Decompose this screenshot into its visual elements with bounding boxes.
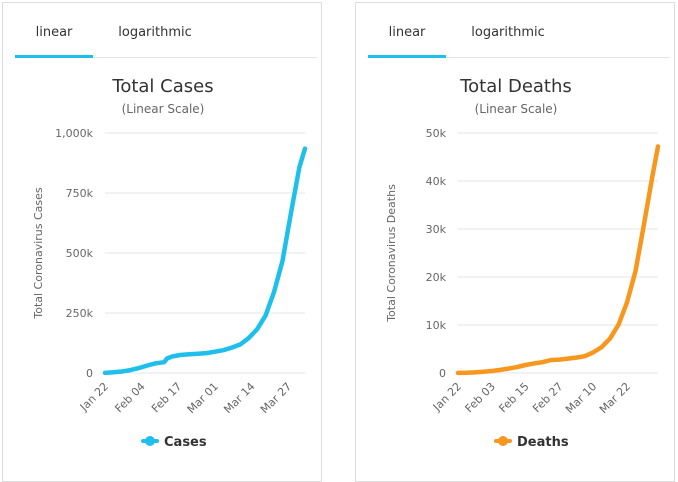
legend-label: Cases — [164, 435, 207, 450]
legend-label: Deaths — [517, 435, 569, 450]
x-tick-label: Mar 01 — [185, 380, 221, 416]
x-tick-label: Mar 22 — [597, 380, 633, 416]
scale-tabs: linear logarithmic — [368, 15, 670, 58]
y-tick-label: 750k — [66, 187, 94, 200]
y-axis-title: Total Coronavirus Cases — [32, 187, 45, 320]
y-tick-label: 1,000k — [55, 127, 93, 140]
series-line-deaths — [455, 144, 661, 376]
y-tick-label: 10k — [426, 319, 447, 332]
x-tick-label: Jan 22 — [77, 380, 111, 414]
deaths-chart-panel: linear logarithmic Total Deaths (Linear … — [355, 2, 675, 482]
x-tick-label: Feb 17 — [149, 380, 184, 415]
y-tick-label: 250k — [66, 307, 94, 320]
chart-title: Total Cases — [112, 76, 214, 97]
tab-logarithmic[interactable]: logarithmic — [471, 25, 545, 40]
y-tick-label: 20k — [426, 271, 447, 284]
y-tick-label: 40k — [426, 175, 447, 188]
x-tick-label: Jan 22 — [430, 380, 464, 414]
chart-title: Total Deaths — [460, 76, 572, 97]
x-tick-label: Feb 04 — [112, 380, 147, 415]
x-tick-label: Feb 27 — [530, 380, 565, 415]
series-line-cases — [102, 146, 308, 376]
y-tick-label: 500k — [66, 247, 94, 260]
scale-tabs: linear logarithmic — [15, 15, 317, 58]
chart-subtitle: (Linear Scale) — [474, 102, 558, 116]
x-tick-label: Mar 27 — [258, 380, 294, 416]
y-axis-title: Total Coronavirus Deaths — [385, 184, 398, 323]
x-tick-label: Feb 15 — [496, 380, 531, 415]
tab-logarithmic[interactable]: logarithmic — [118, 25, 192, 40]
x-tick-label: Mar 10 — [563, 380, 599, 416]
x-tick-label: Feb 03 — [463, 380, 498, 415]
y-tick-label: 50k — [426, 127, 447, 140]
chart-subtitle: (Linear Scale) — [121, 102, 205, 116]
tab-linear[interactable]: linear — [368, 15, 446, 58]
cases-chart-panel: linear logarithmic Total Cases (Linear S… — [2, 2, 322, 482]
tab-linear[interactable]: linear — [15, 15, 93, 58]
y-tick-label: 0 — [86, 367, 93, 380]
y-tick-label: 0 — [439, 367, 446, 380]
y-tick-label: 30k — [426, 223, 447, 236]
legend-marker — [498, 436, 508, 446]
x-tick-label: Mar 14 — [221, 380, 257, 416]
legend-marker — [145, 436, 155, 446]
